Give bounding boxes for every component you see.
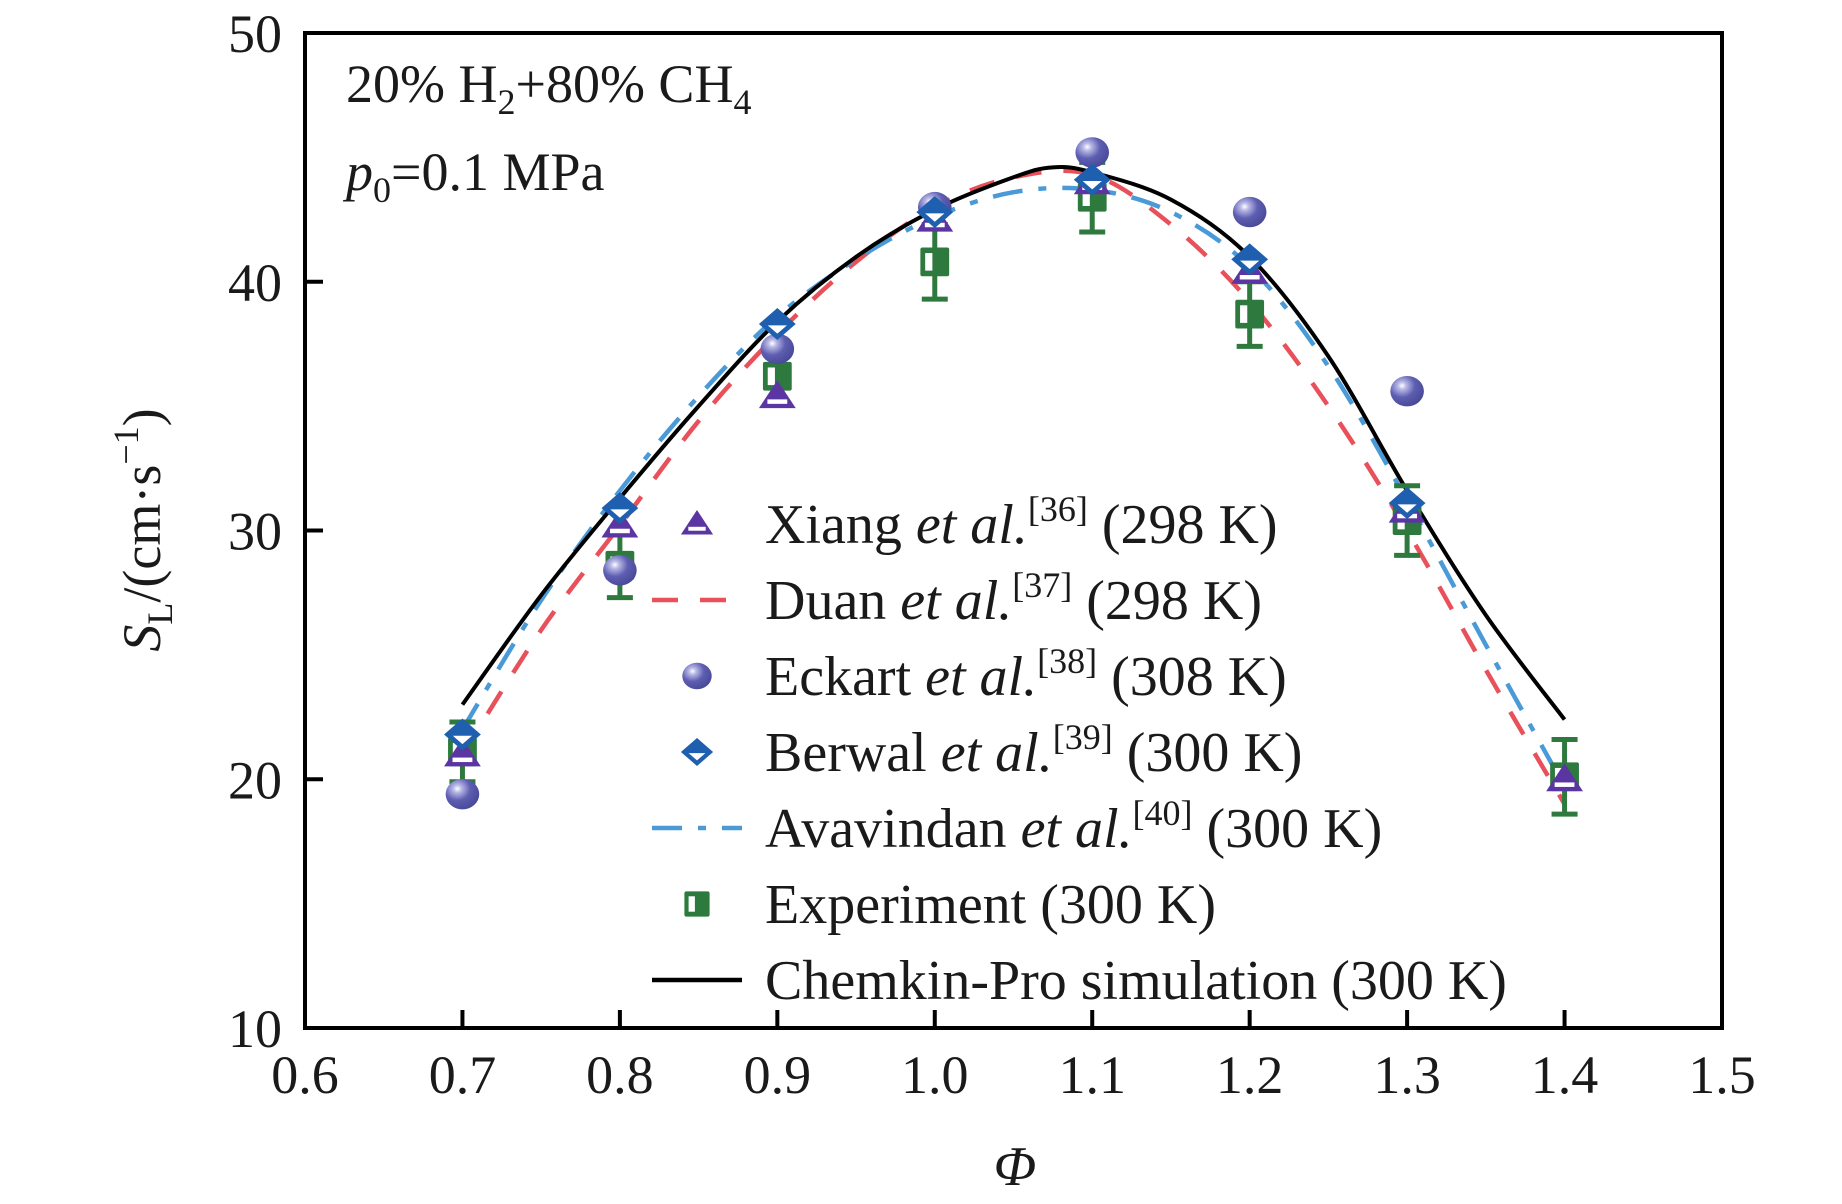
legend-item-avavindan: Avavindan et al.[40] (300 K) — [652, 793, 1382, 860]
point-eckart — [603, 555, 637, 586]
point-eckart — [1390, 376, 1424, 407]
point-berwal — [1231, 243, 1269, 276]
point-xiang — [758, 380, 796, 409]
point-experiment — [762, 361, 792, 391]
x-tick-label: 1.0 — [901, 1045, 969, 1105]
point-eckart — [1075, 137, 1110, 168]
y-axis-label-group: SL/(cm·s−1) — [106, 408, 180, 651]
y-tick-label: 30 — [228, 502, 282, 562]
legend-marker-xiang — [680, 510, 714, 535]
annotation-pressure: p0=0.1 MPa — [342, 142, 605, 210]
y-axis: 10 20 30 40 50 — [228, 4, 323, 1059]
point-experiment — [920, 247, 950, 277]
legend-label: Experiment (300 K) — [765, 874, 1216, 936]
y-tick-label: 40 — [228, 253, 282, 313]
point-experiment — [1235, 299, 1265, 329]
x-tick-label: 1.3 — [1373, 1045, 1441, 1105]
x-tick-label: 0.6 — [271, 1045, 339, 1105]
x-tick-label: 1.5 — [1688, 1045, 1756, 1105]
x-tick-label: 0.9 — [744, 1045, 812, 1105]
legend-item-eckart: Eckart et al.[38] (308 K) — [682, 641, 1287, 708]
x-tick-label: 1.2 — [1216, 1045, 1284, 1105]
legend-item-experiment: Experiment (300 K) — [684, 874, 1216, 936]
legend-item-chemkin-pro-simulation: Chemkin-Pro simulation (300 K) — [652, 950, 1507, 1012]
annotation: 20% H2+80% CH4 p0=0.1 MPa — [342, 54, 751, 210]
point-berwal — [601, 492, 639, 525]
legend-item-duan: Duan et al.[37] (298 K) — [652, 565, 1262, 632]
x-tick-label: 1.1 — [1058, 1045, 1126, 1105]
curve-chemkin-pro-simulation — [460, 164, 1567, 721]
point-berwal — [1388, 487, 1426, 520]
point-berwal — [1073, 163, 1111, 196]
x-tick-label: 1.4 — [1531, 1045, 1599, 1105]
point-xiang — [1546, 763, 1583, 792]
y-tick-label: 20 — [228, 750, 282, 810]
x-tick-label: 0.7 — [429, 1045, 497, 1105]
legend-item-berwal: Berwal et al.[39] (300 K) — [680, 717, 1302, 784]
annotation-fuel: 20% H2+80% CH4 — [346, 54, 751, 122]
legend-item-xiang: Xiang et al.[36] (298 K) — [680, 489, 1278, 556]
y-axis-label: SL/(cm·s−1) — [106, 408, 180, 651]
point-berwal — [758, 308, 796, 341]
legend: Xiang et al.[36] (298 K) Duan et al.[37] … — [652, 489, 1507, 1012]
point-xiang — [444, 738, 481, 767]
legend-label: Avavindan et al.[40] (300 K) — [765, 793, 1382, 860]
legend-label: Duan et al.[37] (298 K) — [765, 565, 1262, 632]
legend-marker-eckart — [682, 662, 712, 690]
point-eckart — [760, 333, 795, 365]
y-tick-label: 50 — [228, 4, 282, 64]
legend-label: Berwal et al.[39] (300 K) — [765, 717, 1302, 784]
legend-label: Xiang et al.[36] (298 K) — [765, 489, 1278, 556]
x-tick-label: 0.8 — [586, 1045, 654, 1105]
legend-label: Eckart et al.[38] (308 K) — [765, 641, 1287, 708]
legend-label: Chemkin-Pro simulation (300 K) — [765, 950, 1507, 1012]
point-eckart — [1232, 196, 1267, 228]
x-axis: 0.6 0.7 0.8 0.9 1.0 1.1 1.2 1.3 1.4 1.5 — [271, 1010, 1756, 1105]
markers-layer — [444, 137, 1583, 817]
legend-marker-experiment — [684, 891, 710, 917]
point-berwal — [444, 718, 481, 751]
x-axis-label: Φ — [994, 1136, 1037, 1198]
y-tick-label: 10 — [228, 999, 282, 1059]
legend-marker-berwal — [680, 738, 714, 766]
point-berwal — [916, 196, 954, 229]
point-eckart — [445, 778, 480, 810]
